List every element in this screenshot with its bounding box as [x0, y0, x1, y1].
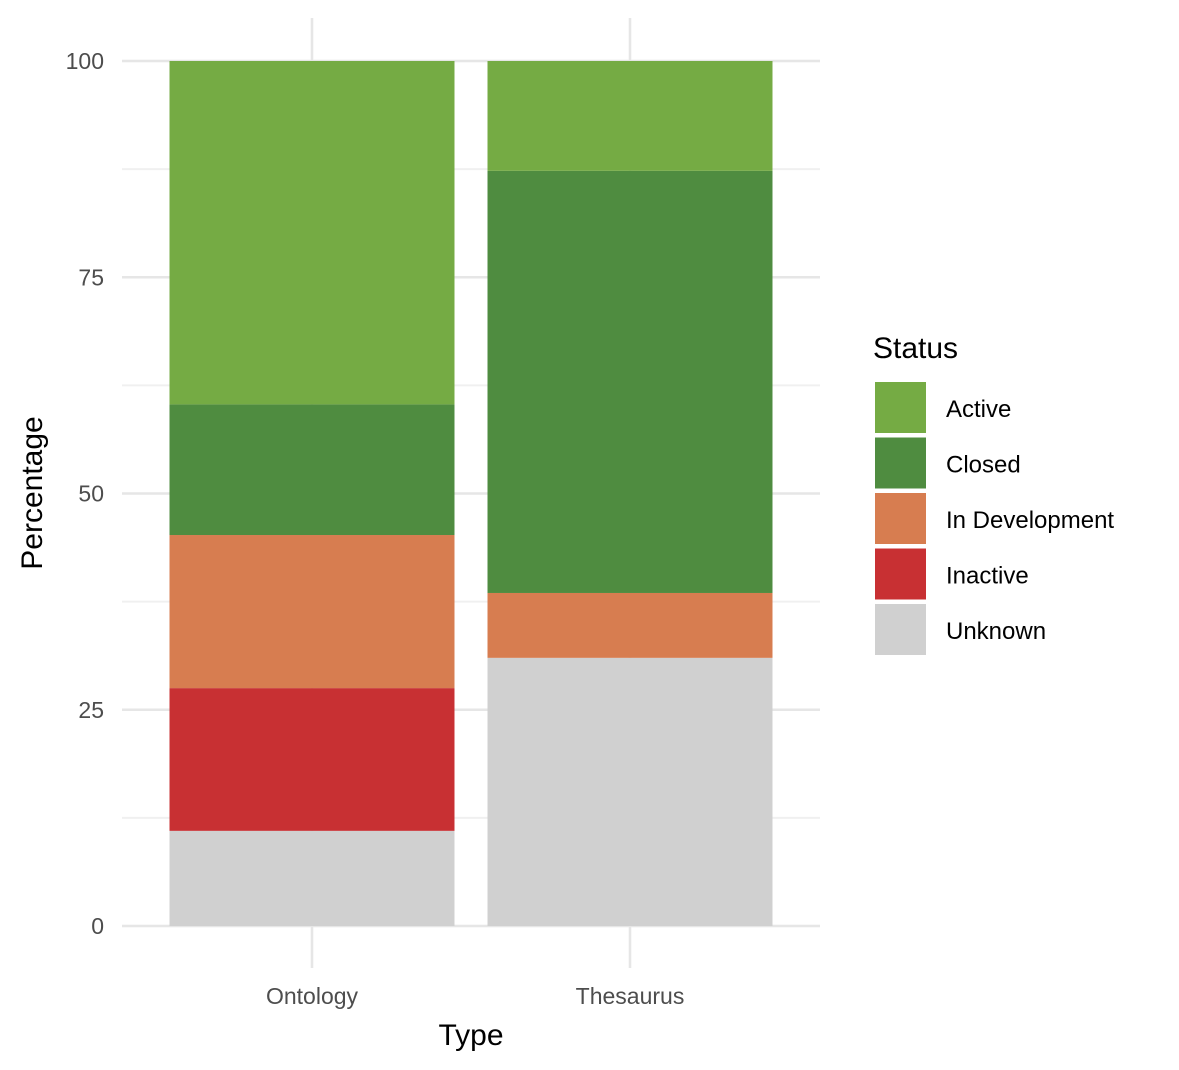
bars	[169, 61, 773, 926]
legend-label: In Development	[946, 507, 1114, 534]
y-tick-label: 50	[78, 481, 104, 507]
y-tick-labels: 0 25 50 75 100	[66, 48, 104, 939]
legend-key	[875, 437, 926, 489]
legend-key	[875, 382, 926, 433]
y-tick-label: 100	[66, 48, 104, 74]
legend-label: Unknown	[946, 618, 1046, 645]
bar-segment-thesaurus-active	[487, 61, 773, 171]
legend: Status Active Closed In Development Inactiv…	[873, 332, 1114, 655]
legend-key	[875, 604, 926, 655]
bar-segment-thesaurus-unknown	[487, 657, 773, 926]
legend-label: Active	[946, 396, 1011, 423]
legend-key	[875, 493, 926, 544]
x-axis-title: Type	[438, 1019, 503, 1052]
bar-segment-thesaurus-in-development	[487, 592, 773, 658]
x-tick-labels: Ontology Thesaurus	[266, 983, 684, 1009]
legend-key	[875, 548, 926, 600]
y-tick-label: 25	[78, 697, 104, 723]
legend-title: Status	[873, 332, 958, 365]
bar-segment-ontology-unknown	[169, 830, 455, 926]
bar-segment-ontology-inactive	[169, 688, 455, 831]
bar-segment-ontology-closed	[169, 404, 455, 536]
bar-segment-ontology-active	[169, 61, 455, 405]
y-tick-label: 75	[78, 264, 104, 290]
y-tick-label: 0	[91, 913, 104, 939]
legend-label: Closed	[946, 452, 1021, 479]
bar-segment-thesaurus-closed	[487, 170, 773, 593]
legend-label: Inactive	[946, 563, 1029, 590]
x-tick-label: Thesaurus	[576, 983, 685, 1009]
x-tick-label: Ontology	[266, 983, 359, 1009]
y-axis-title: Percentage	[16, 416, 49, 569]
bar-segment-ontology-in-development	[169, 535, 455, 689]
